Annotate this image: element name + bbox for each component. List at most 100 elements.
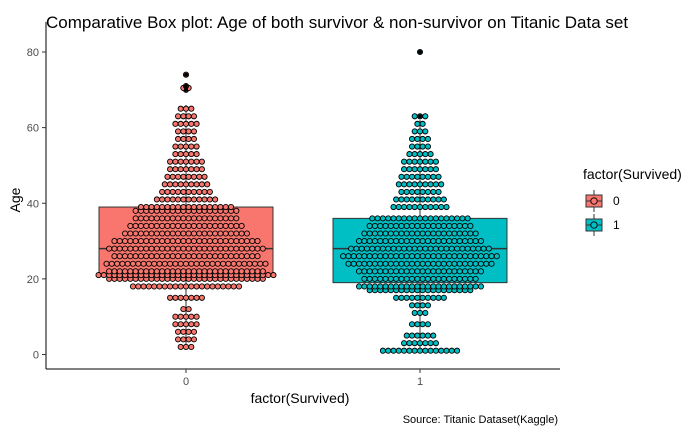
data-point	[371, 268, 379, 275]
data-point	[414, 173, 421, 180]
data-point	[403, 173, 410, 180]
data-point	[238, 230, 245, 237]
data-point	[182, 321, 190, 328]
data-point	[419, 120, 426, 127]
data-point	[177, 105, 184, 112]
data-point	[212, 230, 219, 237]
data-point	[401, 340, 408, 347]
data-point	[427, 158, 434, 165]
data-point	[137, 238, 144, 245]
data-point	[467, 260, 474, 267]
data-point	[435, 294, 442, 301]
data-point	[172, 158, 179, 165]
legend-title: factor(Survived)	[583, 166, 682, 182]
data-point	[448, 215, 455, 222]
data-point	[153, 215, 160, 222]
data-point	[430, 196, 437, 203]
data-point	[401, 245, 408, 252]
legend-key-1	[585, 214, 603, 236]
data-point	[270, 272, 277, 279]
data-point	[446, 268, 453, 275]
data-point	[382, 283, 389, 290]
data-point	[164, 196, 171, 203]
data-point	[132, 222, 139, 229]
data-point	[169, 268, 176, 275]
data-point	[427, 347, 434, 354]
data-point	[188, 158, 195, 165]
data-point	[177, 343, 184, 350]
data-point	[435, 173, 442, 180]
data-point	[435, 275, 442, 282]
data-point	[430, 238, 437, 245]
data-point	[169, 196, 176, 203]
data-point	[238, 222, 245, 229]
data-point	[435, 253, 442, 260]
data-point	[419, 321, 426, 328]
data-point	[148, 222, 155, 229]
data-point	[477, 283, 485, 290]
data-point	[180, 173, 187, 180]
data-point	[174, 253, 182, 260]
data-point	[174, 196, 182, 203]
data-point	[416, 158, 424, 165]
data-point	[217, 245, 224, 252]
data-point	[262, 260, 269, 267]
data-point	[435, 268, 442, 275]
data-point	[350, 253, 357, 260]
data-point	[124, 260, 131, 267]
data-point	[355, 260, 363, 267]
data-point	[169, 203, 176, 211]
data-point	[235, 260, 243, 267]
data-point	[233, 207, 240, 214]
data-point	[116, 268, 123, 275]
data-point	[461, 260, 469, 267]
data-point	[222, 230, 229, 237]
data-point	[493, 253, 500, 260]
data-point	[461, 268, 469, 275]
data-point	[172, 120, 179, 127]
data-point	[379, 347, 386, 354]
data-point	[180, 253, 187, 260]
data-point	[177, 143, 184, 150]
data-point	[119, 260, 126, 267]
data-point	[469, 245, 477, 252]
data-point	[206, 245, 213, 252]
data-point	[196, 215, 203, 222]
data-point	[377, 230, 384, 237]
data-point	[122, 230, 129, 237]
data-point	[379, 215, 386, 222]
data-point	[424, 253, 432, 260]
data-point	[190, 203, 197, 211]
data-point	[164, 188, 171, 195]
data-point	[201, 245, 208, 252]
data-point	[416, 340, 424, 347]
data-point	[398, 294, 405, 301]
data-point	[129, 260, 137, 267]
data-point	[464, 245, 471, 252]
data-point	[438, 203, 445, 211]
data-point	[156, 283, 163, 290]
data-point	[472, 230, 479, 237]
data-point	[393, 253, 400, 260]
data-point	[366, 260, 373, 267]
data-point	[459, 245, 466, 252]
data-point	[259, 245, 266, 252]
outlier-point	[418, 114, 422, 119]
data-point	[435, 238, 442, 245]
data-point	[153, 268, 160, 275]
data-point	[424, 260, 432, 267]
data-point	[419, 173, 426, 180]
data-point	[161, 260, 168, 267]
data-point	[148, 215, 155, 222]
data-point	[451, 260, 458, 267]
data-point	[406, 203, 413, 211]
data-point	[403, 268, 410, 275]
data-point	[438, 181, 445, 188]
data-point	[180, 128, 187, 135]
data-point	[361, 230, 368, 237]
data-point	[143, 245, 150, 252]
data-point	[103, 260, 110, 267]
data-point	[401, 347, 408, 354]
data-point	[446, 222, 453, 229]
data-point	[408, 253, 416, 260]
